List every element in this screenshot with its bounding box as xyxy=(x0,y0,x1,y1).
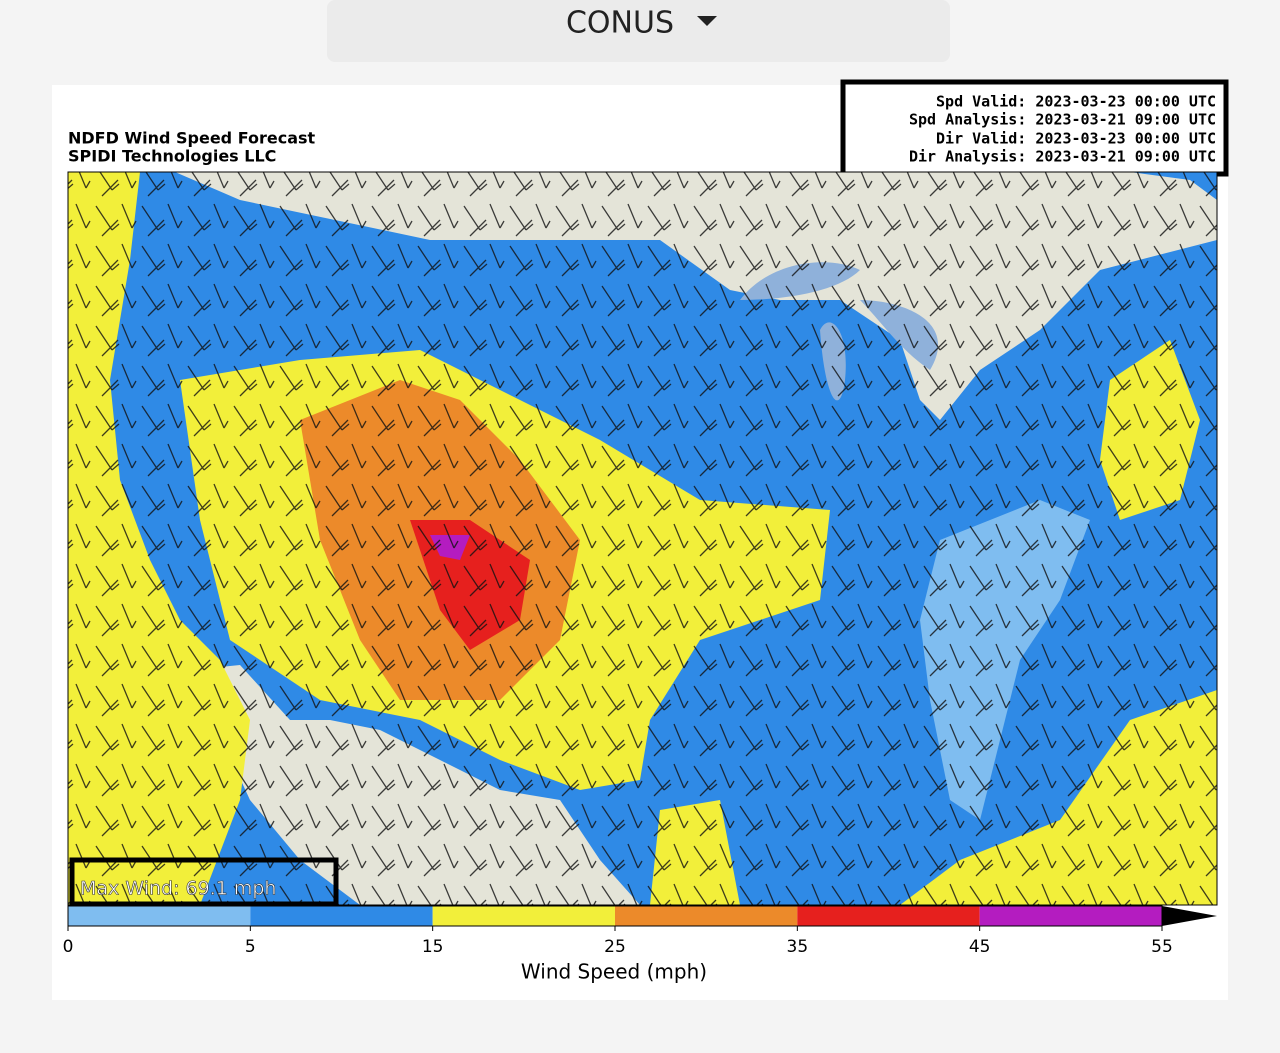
wind-barbs xyxy=(68,172,1217,905)
validity-line: Spd Valid: 2023-03-23 00:00 UTC xyxy=(936,93,1216,111)
validity-line: Dir Analysis: 2023-03-21 09:00 UTC xyxy=(909,148,1216,166)
colorbar-label: Wind Speed (mph) xyxy=(521,960,707,984)
colorbar: 0 5 15 25 35 45 55 xyxy=(63,905,1217,957)
map xyxy=(68,172,1217,905)
colorbar-segment xyxy=(250,906,433,926)
max-wind-box xyxy=(69,857,339,907)
colorbar-tick-label: 5 xyxy=(245,937,256,957)
colorbar-segment xyxy=(68,906,251,926)
colorbar-tick-label: 15 xyxy=(422,937,444,957)
dropdown-arrow[interactable] xyxy=(697,16,717,26)
colorbar-segment xyxy=(797,906,980,926)
colorbar-tick-label: 0 xyxy=(63,937,74,957)
colorbar-tick-label: 45 xyxy=(969,937,991,957)
map-frame xyxy=(67,171,1218,906)
max-wind: Max Wind: 69.1 mph xyxy=(80,878,276,900)
selector-label[interactable]: CONUS xyxy=(566,6,674,41)
colorbar-tick-label: 25 xyxy=(604,937,626,957)
colorbar-segment xyxy=(979,906,1162,926)
colorbar-tick-label: 55 xyxy=(1151,937,1173,957)
validity-line: Dir Valid: 2023-03-23 00:00 UTC xyxy=(936,130,1216,148)
region-selector[interactable] xyxy=(327,0,950,62)
colorbar-segment xyxy=(615,906,798,926)
colorbar-extend xyxy=(1162,906,1217,926)
map-title: NDFD Wind Speed Forecast xyxy=(68,129,316,148)
colorbar-segment xyxy=(432,906,615,926)
colorbar-tick-label: 35 xyxy=(787,937,809,957)
map-subtitle: SPIDI Technologies LLC xyxy=(68,147,276,166)
validity-line: Spd Analysis: 2023-03-21 09:00 UTC xyxy=(909,111,1216,129)
